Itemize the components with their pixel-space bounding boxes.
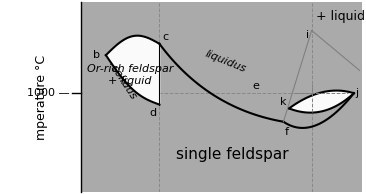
Text: 1000 —: 1000 — [27,88,69,98]
Text: k: k [280,96,286,107]
Text: b: b [93,50,100,60]
Text: i: i [306,30,309,41]
Text: j: j [355,88,358,98]
Text: e: e [253,81,259,91]
Text: Or-rich feldspar
+ liquid: Or-rich feldspar + liquid [87,64,173,86]
Text: single feldspar: single feldspar [176,146,289,162]
Text: d: d [149,108,157,118]
Text: + liquid: + liquid [316,10,365,23]
Text: f: f [285,127,289,137]
Polygon shape [106,36,160,105]
Text: solidus: solidus [109,64,138,102]
Polygon shape [289,91,354,113]
Text: liquidus: liquidus [203,49,247,74]
Text: c: c [162,32,168,42]
Text: mperature °C: mperature °C [34,55,48,139]
FancyBboxPatch shape [0,0,81,194]
